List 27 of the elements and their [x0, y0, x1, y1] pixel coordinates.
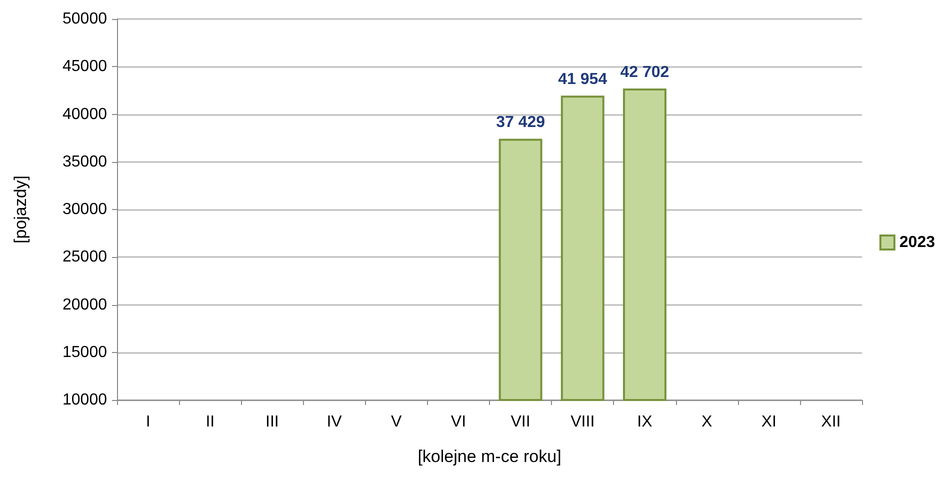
x-tick-label: II	[206, 414, 215, 430]
data-label: 41 954	[558, 71, 608, 88]
legend-label: 2023	[899, 234, 936, 251]
y-axis-title: [pojazdy]	[11, 175, 30, 244]
y-tick-label: 50000	[62, 10, 108, 28]
x-tick-label: VII	[510, 414, 530, 430]
x-tick-label: XII	[821, 414, 841, 430]
y-tick-label: 40000	[62, 106, 108, 123]
y-tick-label: 20000	[62, 296, 108, 314]
x-tick-label: I	[146, 414, 150, 430]
y-tick-label: 15000	[62, 344, 108, 361]
y-tick-label: 25000	[62, 248, 108, 266]
x-tick-label: XI	[761, 414, 776, 430]
data-label: 42 702	[620, 64, 670, 82]
y-tick-label: 10000	[62, 392, 108, 408]
x-tick-label: III	[266, 414, 279, 430]
x-tick-label: V	[391, 414, 402, 430]
x-tick-label: X	[701, 414, 712, 430]
x-tick-label: VI	[450, 414, 466, 430]
x-tick-label: IX	[637, 414, 653, 430]
data-label: 37 429	[496, 114, 546, 132]
y-tick-label: 45000	[62, 58, 108, 76]
y-tick-label: 35000	[62, 153, 108, 170]
x-axis-title: [kolejne m-ce roku]	[418, 447, 562, 466]
x-tick-label: IV	[326, 414, 342, 430]
x-tick-label: VIII	[570, 414, 595, 430]
y-tick-label: 30000	[62, 201, 108, 218]
